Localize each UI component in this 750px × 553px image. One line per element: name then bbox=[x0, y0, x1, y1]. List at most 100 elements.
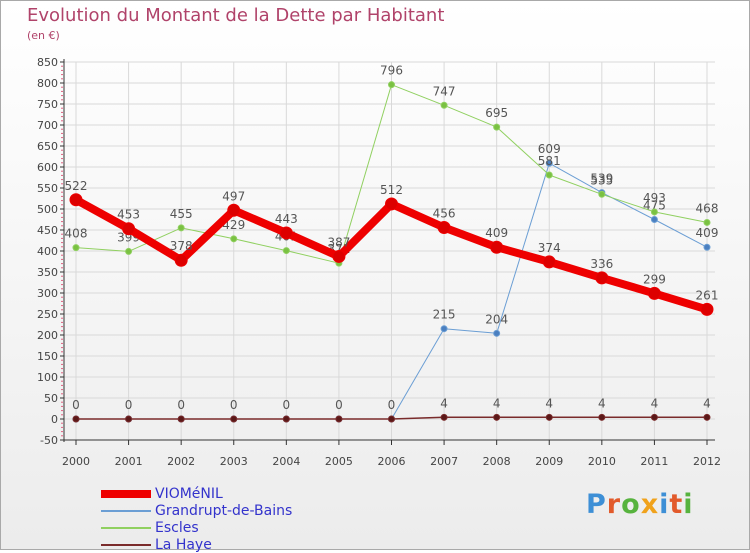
x-tick-label: 2007 bbox=[430, 455, 458, 468]
data-label: 456 bbox=[433, 206, 456, 220]
x-tick-label: 2001 bbox=[115, 455, 143, 468]
data-label: 453 bbox=[117, 208, 140, 222]
data-label: 581 bbox=[538, 154, 561, 168]
data-label: 512 bbox=[380, 183, 403, 197]
data-point bbox=[493, 413, 501, 421]
x-tick-label: 2000 bbox=[62, 455, 90, 468]
legend-swatch bbox=[101, 543, 151, 546]
data-label: 409 bbox=[696, 226, 719, 240]
data-point bbox=[598, 190, 606, 198]
legend-item: Escles bbox=[101, 519, 292, 536]
y-axis-ticks: -50 0 50 100 150 200 250 300 350 400 450 500 550 600 6… bbox=[37, 56, 64, 447]
data-label: 497 bbox=[222, 189, 245, 203]
data-point bbox=[647, 286, 661, 300]
data-point bbox=[125, 415, 133, 423]
data-point bbox=[703, 218, 711, 226]
data-point bbox=[72, 415, 80, 423]
y-tick-label: 400 bbox=[37, 245, 58, 258]
data-point bbox=[388, 81, 395, 89]
x-tick-label: 2008 bbox=[483, 455, 511, 468]
data-label: 796 bbox=[380, 64, 403, 78]
legend-swatch bbox=[101, 509, 151, 512]
data-label: 443 bbox=[275, 212, 298, 226]
data-point bbox=[493, 123, 501, 131]
y-tick-label: 700 bbox=[37, 119, 58, 132]
y-tick-label: 50 bbox=[44, 392, 58, 405]
data-point bbox=[437, 220, 451, 234]
y-tick-label: 800 bbox=[37, 77, 58, 90]
logo-letter: t bbox=[669, 489, 684, 520]
y-tick-label: 500 bbox=[37, 203, 58, 216]
legend-label: Grandrupt-de-Bains bbox=[155, 502, 293, 519]
x-tick-label: 2006 bbox=[378, 455, 406, 468]
y-tick-label: 150 bbox=[37, 350, 58, 363]
data-label: 455 bbox=[170, 207, 193, 221]
data-point bbox=[332, 249, 346, 263]
y-tick-label: 450 bbox=[37, 224, 58, 237]
x-tick-label: 2003 bbox=[220, 455, 248, 468]
legend: VIOMéNIL Grandrupt-de-Bains Escles La Haye bbox=[101, 485, 292, 553]
data-point bbox=[69, 193, 83, 207]
data-label: 4 bbox=[703, 396, 711, 410]
proxiti-logo: Proxiti bbox=[586, 489, 694, 520]
y-tick-label: 300 bbox=[37, 287, 58, 300]
logo-letter: x bbox=[640, 489, 660, 520]
x-tick-label: 2012 bbox=[693, 455, 721, 468]
y-tick-label: 200 bbox=[37, 329, 58, 342]
data-point bbox=[493, 329, 501, 337]
legend-item: Grandrupt-de-Bains bbox=[101, 502, 292, 519]
data-point bbox=[490, 240, 504, 254]
y-tick-label: 350 bbox=[37, 266, 58, 279]
logo-letter: i bbox=[683, 489, 694, 520]
data-label: 535 bbox=[590, 173, 613, 187]
data-label: 522 bbox=[65, 179, 88, 193]
data-point bbox=[282, 247, 290, 255]
data-label: 336 bbox=[590, 257, 613, 271]
data-point bbox=[703, 243, 711, 251]
data-point bbox=[335, 415, 343, 423]
data-point bbox=[650, 413, 658, 421]
legend-label: VIOMéNIL bbox=[155, 485, 223, 502]
legend-item: La Haye bbox=[101, 536, 292, 553]
data-label: 4 bbox=[440, 396, 448, 410]
y-tick-label: -50 bbox=[40, 434, 58, 447]
y-tick-label: 100 bbox=[37, 371, 58, 384]
x-tick-label: 2005 bbox=[325, 455, 353, 468]
y-tick-label: 250 bbox=[37, 308, 58, 321]
chart-title: Evolution du Montant de la Dette par Hab… bbox=[27, 5, 445, 26]
data-label: 4 bbox=[598, 396, 606, 410]
data-point bbox=[122, 222, 136, 236]
data-label: 409 bbox=[485, 226, 508, 240]
data-label: 429 bbox=[222, 218, 245, 232]
data-label: 299 bbox=[643, 272, 666, 286]
data-label: 0 bbox=[72, 398, 80, 412]
data-point bbox=[545, 159, 553, 167]
data-point bbox=[703, 413, 711, 421]
data-label: 493 bbox=[643, 191, 666, 205]
data-point bbox=[542, 255, 556, 269]
data-label: 0 bbox=[283, 398, 291, 412]
data-point bbox=[545, 413, 553, 421]
data-label: 378 bbox=[170, 239, 193, 253]
data-label: 408 bbox=[65, 227, 88, 241]
data-label: 261 bbox=[696, 288, 719, 302]
y-tick-label: 0 bbox=[51, 413, 58, 426]
y-tick-label: 850 bbox=[37, 56, 58, 69]
x-axis-ticks: 2000 2001 2002 2003 2004 2005 2006 2007 2008 2009… bbox=[62, 440, 721, 468]
data-label: 0 bbox=[388, 398, 396, 412]
data-point bbox=[174, 253, 188, 267]
logo-letter: i bbox=[659, 489, 670, 520]
x-tick-label: 2002 bbox=[167, 455, 195, 468]
data-point bbox=[230, 235, 238, 243]
data-point bbox=[385, 197, 398, 211]
data-point bbox=[177, 224, 185, 232]
x-tick-label: 2011 bbox=[640, 455, 668, 468]
y-tick-label: 550 bbox=[37, 182, 58, 195]
series: 522 453 378 497 443 387 512 456 409 374 336 299 261 bbox=[65, 179, 719, 316]
legend-item: VIOMéNIL bbox=[101, 485, 292, 502]
data-point bbox=[440, 413, 448, 421]
data-label: 0 bbox=[125, 398, 133, 412]
data-label: 539 bbox=[590, 172, 613, 186]
